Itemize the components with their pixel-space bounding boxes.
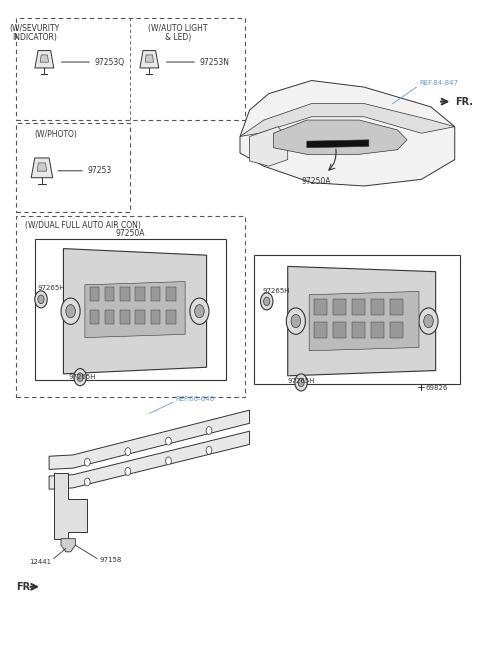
Bar [90, 310, 99, 324]
Polygon shape [40, 55, 48, 62]
Bar [314, 299, 327, 314]
Text: INDICATOR): INDICATOR) [12, 33, 57, 42]
Circle shape [291, 314, 300, 328]
Polygon shape [54, 473, 87, 539]
Text: 97253Q: 97253Q [95, 58, 125, 67]
Polygon shape [63, 249, 206, 374]
Text: 97253: 97253 [87, 166, 111, 175]
Text: 97265H: 97265H [263, 289, 290, 295]
Circle shape [84, 458, 90, 466]
Bar [105, 310, 115, 324]
Polygon shape [31, 158, 53, 177]
Bar [352, 299, 365, 314]
Bar [135, 310, 145, 324]
Text: FR.: FR. [455, 97, 473, 107]
Bar [352, 322, 365, 338]
Polygon shape [307, 140, 369, 148]
Text: 97250A: 97250A [301, 177, 331, 187]
Circle shape [125, 448, 131, 455]
Text: 12441: 12441 [29, 559, 51, 565]
Circle shape [84, 478, 90, 486]
Bar [390, 299, 403, 314]
Circle shape [66, 305, 75, 318]
Polygon shape [274, 120, 407, 154]
Polygon shape [240, 103, 455, 136]
Text: 97158: 97158 [99, 557, 121, 563]
Text: (W/DUAL FULL AUTO AIR CON): (W/DUAL FULL AUTO AIR CON) [25, 221, 141, 230]
Circle shape [298, 378, 304, 387]
Text: 97265H: 97265H [68, 374, 96, 380]
Polygon shape [288, 266, 436, 376]
Polygon shape [35, 50, 54, 68]
Bar [314, 322, 327, 338]
Circle shape [424, 314, 433, 328]
Circle shape [264, 297, 270, 306]
Circle shape [74, 369, 86, 386]
Bar [120, 310, 130, 324]
Text: 69826: 69826 [425, 385, 447, 391]
Polygon shape [49, 410, 250, 469]
Circle shape [125, 467, 131, 475]
Circle shape [77, 373, 83, 381]
Bar [90, 287, 99, 301]
Polygon shape [240, 81, 455, 186]
Text: 97265H: 97265H [37, 285, 65, 291]
Polygon shape [49, 431, 250, 489]
Circle shape [261, 293, 273, 310]
Bar [333, 299, 346, 314]
Polygon shape [250, 126, 288, 166]
Bar [120, 287, 130, 301]
Bar [390, 322, 403, 338]
Text: & LED): & LED) [165, 33, 191, 42]
Polygon shape [61, 539, 75, 552]
Bar [371, 322, 384, 338]
Text: (W/PHOTO): (W/PHOTO) [35, 130, 78, 139]
Polygon shape [309, 291, 419, 351]
Circle shape [166, 457, 171, 465]
Circle shape [195, 305, 204, 318]
Circle shape [206, 446, 212, 454]
Circle shape [35, 291, 47, 308]
Text: REF.60-640: REF.60-640 [176, 395, 215, 402]
Circle shape [166, 437, 171, 445]
Text: 97250A: 97250A [116, 230, 145, 238]
Bar [166, 310, 176, 324]
Bar [166, 287, 176, 301]
Circle shape [190, 298, 209, 324]
Text: (W/AUTO LIGHT: (W/AUTO LIGHT [148, 24, 208, 34]
Bar [151, 310, 160, 324]
Text: (W/SEVURITY: (W/SEVURITY [10, 24, 60, 34]
Text: 97265H: 97265H [288, 379, 315, 385]
Circle shape [206, 426, 212, 434]
Polygon shape [37, 163, 47, 171]
Circle shape [419, 308, 438, 334]
Circle shape [61, 298, 80, 324]
Bar [135, 287, 145, 301]
Polygon shape [85, 281, 185, 338]
Bar [151, 287, 160, 301]
Polygon shape [145, 55, 154, 62]
Text: FR.: FR. [16, 582, 34, 592]
Bar [333, 322, 346, 338]
Text: REF.84-847: REF.84-847 [419, 79, 458, 86]
Circle shape [38, 295, 44, 304]
Circle shape [286, 308, 305, 334]
Bar [105, 287, 115, 301]
Polygon shape [140, 50, 159, 68]
Bar [371, 299, 384, 314]
Circle shape [295, 374, 307, 391]
Text: 97253N: 97253N [199, 58, 229, 67]
